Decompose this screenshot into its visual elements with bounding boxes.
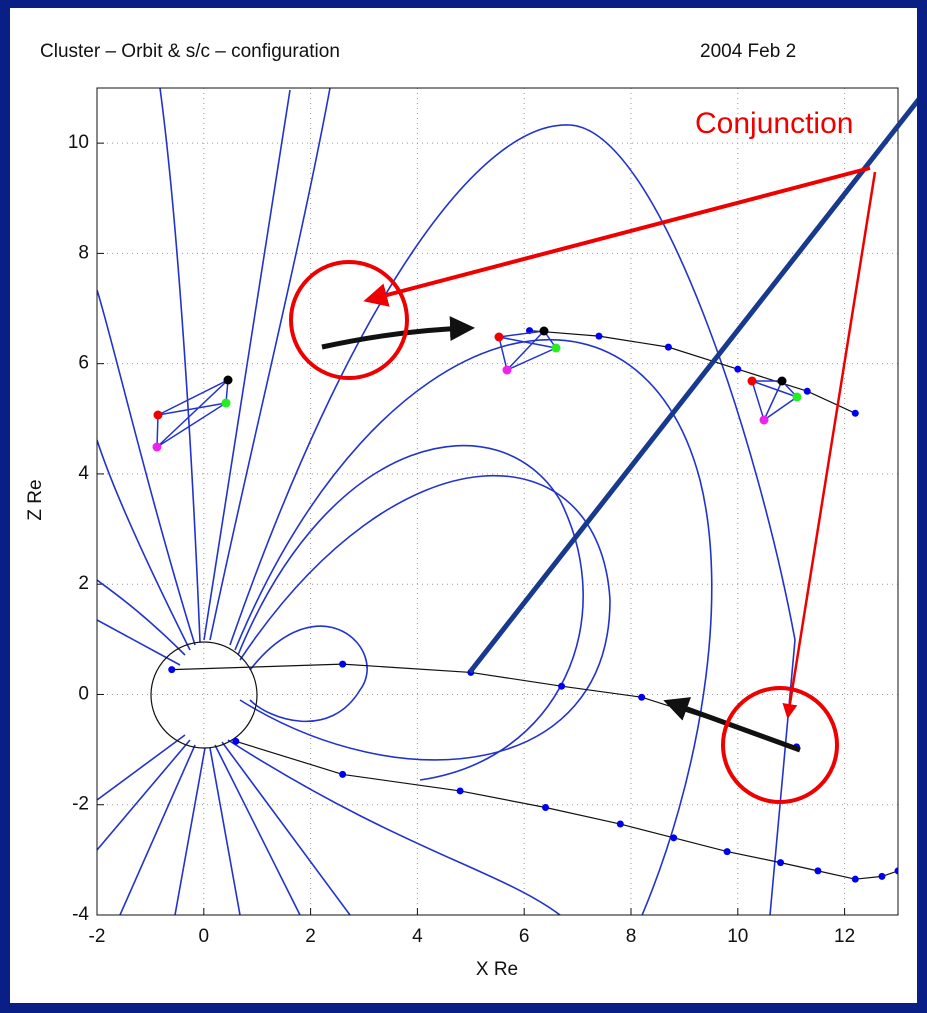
orbit-point (339, 660, 347, 668)
orbit-point (777, 859, 785, 867)
orbit-point (595, 332, 603, 340)
y-tick-label: 2 (78, 573, 89, 594)
orbit-point (616, 820, 624, 828)
orbit-point (664, 343, 672, 351)
x-axis-label: X Re (476, 959, 518, 980)
panel (10, 8, 917, 1003)
orbit-point (638, 693, 646, 701)
spacecraft-configurations (156, 330, 799, 449)
spacecraft-dots (152, 326, 802, 452)
orbit-point (723, 848, 731, 856)
orbit-point (558, 682, 566, 690)
pointer-arrow (363, 166, 871, 307)
orbit-point (339, 770, 347, 778)
orbit-point (232, 737, 240, 745)
chart-title: Cluster – Orbit & s/c – configuration (40, 41, 340, 62)
motion-arrow (663, 697, 801, 753)
plot-frame (96, 87, 899, 916)
x-tick-label: 0 (199, 926, 210, 947)
orbit-line (235, 740, 898, 880)
orbit-point (851, 875, 859, 883)
y-tick-label: 10 (68, 132, 89, 153)
y-tick-label: 0 (78, 683, 89, 704)
orbit-point (670, 834, 678, 842)
orbit-point (894, 867, 898, 875)
orbit-point (456, 787, 464, 795)
chart-subtitle: 2004 Feb 2 (700, 41, 796, 62)
texts: Cluster – Orbit & s/c – configuration 20… (25, 41, 853, 980)
orbit-point (878, 872, 886, 880)
y-tick-label: 8 (78, 242, 89, 263)
x-tick-label: 4 (412, 926, 423, 947)
x-tick-label: 10 (727, 926, 748, 947)
orbit-point (542, 803, 550, 811)
y-tick-label: -2 (72, 794, 89, 815)
orbit-line (529, 329, 856, 414)
orbit-point (803, 387, 811, 395)
orbit-point (168, 666, 176, 674)
pointer-arrow (782, 171, 877, 719)
highlight-circle (721, 686, 839, 804)
orbit-point (814, 867, 822, 875)
x-tick-label: 12 (834, 926, 855, 947)
conjunction-line (468, 97, 917, 674)
orbit-point (851, 409, 859, 417)
highlight-circle (289, 260, 409, 380)
x-tick-label: 2 (305, 926, 316, 947)
x-tick-label: -2 (89, 926, 106, 947)
y-tick-label: -4 (72, 904, 89, 925)
orbit-point (734, 365, 742, 373)
x-tick-label: 8 (626, 926, 637, 947)
y-tick-label: 4 (78, 463, 89, 484)
motion-arrow (321, 316, 475, 350)
y-axis-label: Z Re (25, 479, 46, 520)
field-lines (97, 88, 796, 915)
annotation: Conjunction (695, 107, 853, 140)
earth (150, 641, 258, 749)
y-tick-label: 6 (78, 353, 89, 374)
x-tick-label: 6 (519, 926, 530, 947)
